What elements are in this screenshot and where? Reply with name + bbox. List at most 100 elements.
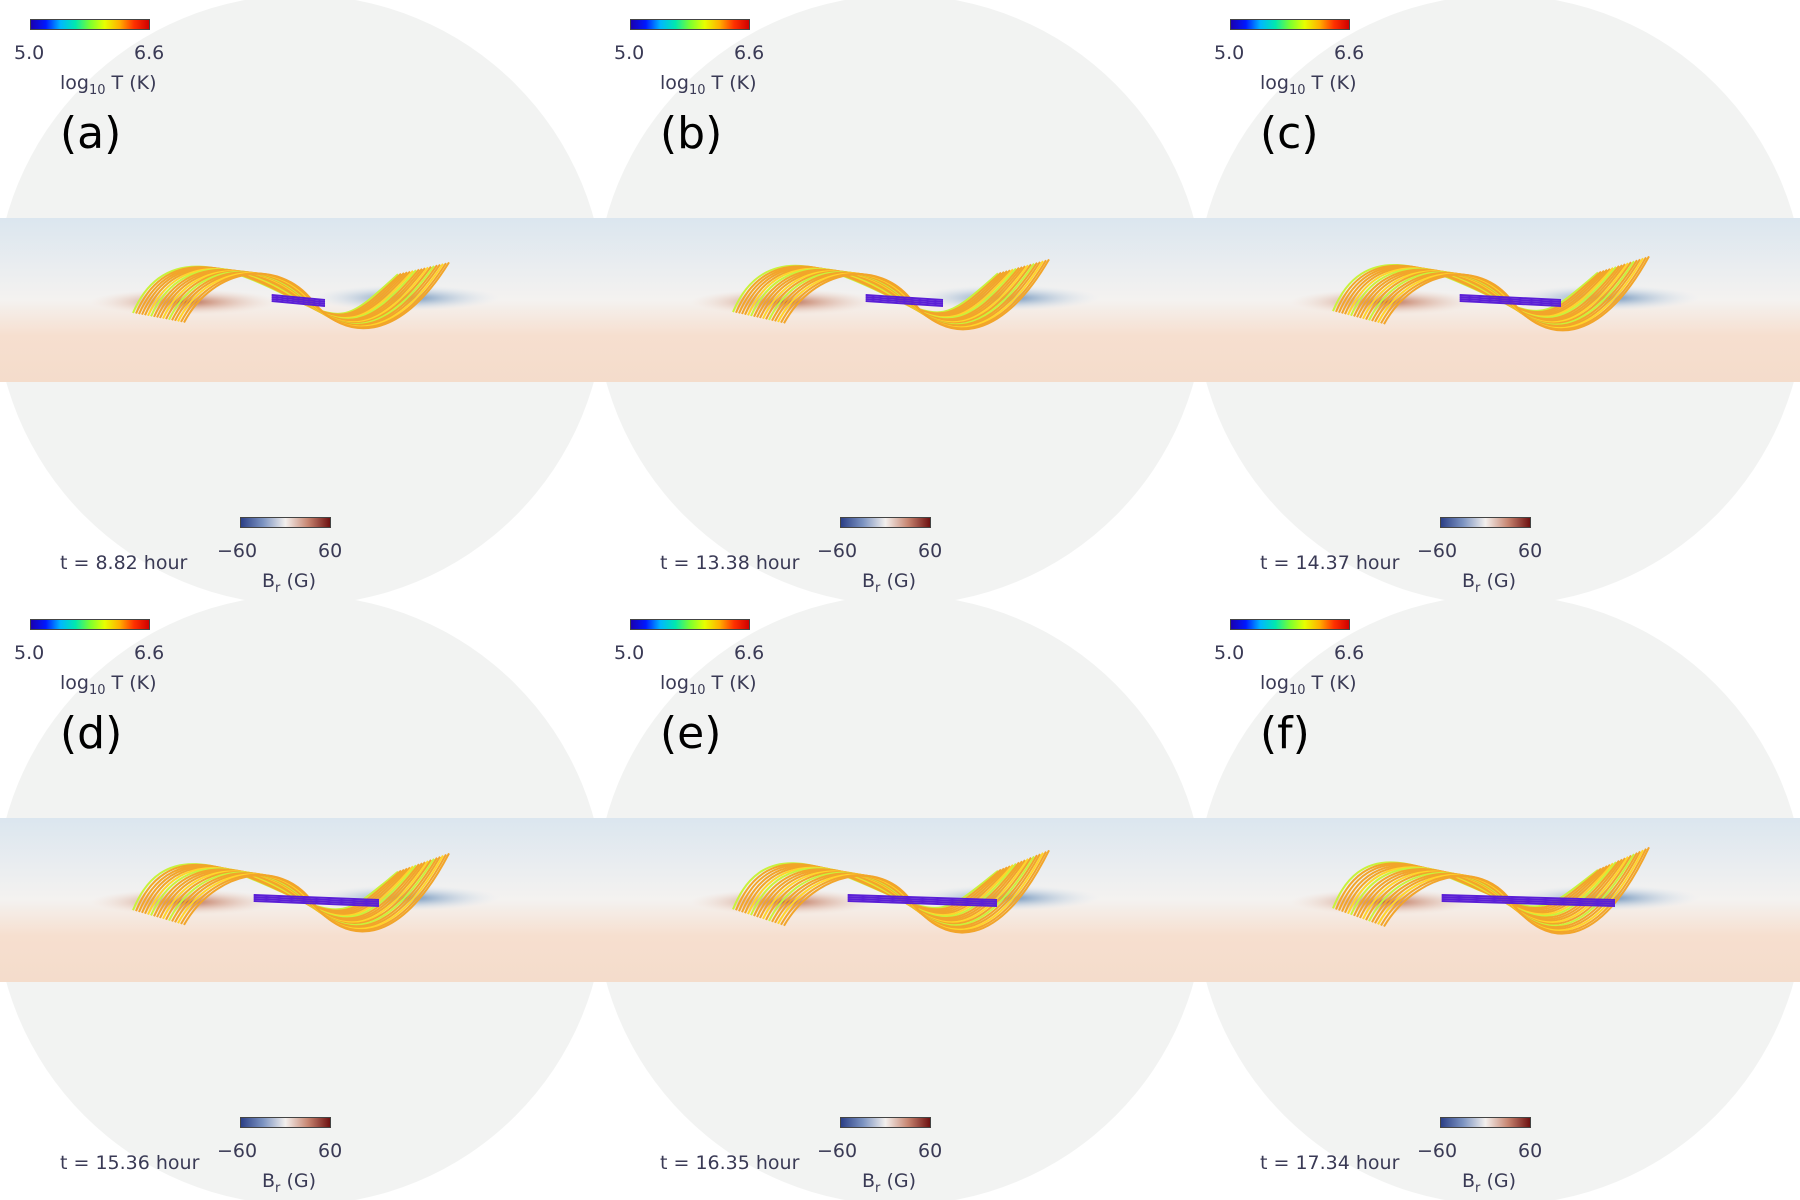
field-max-tick: 60 [918,540,943,562]
hot-core-strand [1441,894,1616,901]
temperature-colorbar [630,619,750,630]
temperature-min-tick: 5.0 [614,642,645,664]
temperature-colorbar-label: log10 T (K) [660,72,757,98]
hot-core-strand [1441,896,1616,903]
hot-core-strand [1459,296,1562,303]
temperature-min-tick: 5.0 [14,42,45,64]
temperature-min-tick: 5.0 [614,42,645,64]
simulation-panel: 5.0 6.6 log10 T (K) (b) t = 13.38 hour −… [600,0,1200,600]
temperature-max-tick: 6.6 [734,42,765,64]
temperature-colorbar-label: log10 T (K) [660,672,757,698]
panel-label: (d) [60,708,123,759]
time-label: t = 17.34 hour [1260,1152,1400,1174]
hot-core [271,294,326,307]
panel-label: (a) [60,108,122,159]
temperature-max-tick: 6.6 [134,642,165,664]
time-label: t = 14.37 hour [1260,552,1400,574]
hot-core-strand [1459,300,1562,307]
field-min-tick: −60 [817,540,858,562]
temperature-max-tick: 6.6 [1334,642,1365,664]
flux-rope-render [0,600,600,1200]
field-colorbar-label: Br (G) [862,570,916,596]
temperature-colorbar [1230,619,1350,630]
temperature-colorbar-label: log10 T (K) [1260,72,1357,98]
temperature-colorbar-label: log10 T (K) [1260,672,1357,698]
temperature-colorbar-label: log10 T (K) [60,672,157,698]
flux-rope-render [600,600,1200,1200]
flux-rope-render [1200,0,1800,600]
field-min-tick: −60 [1417,1140,1458,1162]
field-colorbar [1440,517,1531,528]
panel-label: (e) [660,708,722,759]
simulation-panel: 5.0 6.6 log10 T (K) (a) t = 8.82 hour −6… [0,0,600,600]
hot-core-strand [1441,900,1616,907]
hot-core [1441,894,1616,907]
hot-core-strand [271,296,326,303]
field-colorbar [840,1117,931,1128]
flux-rope-render [600,0,1200,600]
hot-core-strand [865,296,944,303]
hot-core-strand [865,300,944,307]
field-max-tick: 60 [918,1140,943,1162]
time-label: t = 15.36 hour [60,1152,200,1174]
field-min-tick: −60 [217,1140,258,1162]
field-colorbar-label: Br (G) [862,1170,916,1196]
panel-label: (b) [660,108,723,159]
simulation-panel: 5.0 6.6 log10 T (K) (c) t = 14.37 hour −… [1200,0,1800,600]
field-colorbar-label: Br (G) [1462,570,1516,596]
hot-core-strand [271,300,326,307]
simulation-panel: 5.0 6.6 log10 T (K) (d) t = 15.36 hour −… [0,600,600,1200]
hot-core-strand [1459,298,1562,305]
field-max-tick: 60 [1518,1140,1543,1162]
field-colorbar [840,517,931,528]
temperature-colorbar [30,619,150,630]
hot-core [253,894,380,907]
hot-core [847,894,998,907]
field-max-tick: 60 [318,540,343,562]
temperature-max-tick: 6.6 [134,42,165,64]
field-colorbar [1440,1117,1531,1128]
temperature-colorbar [1230,19,1350,30]
flux-rope-render [0,0,600,600]
time-label: t = 16.35 hour [660,1152,800,1174]
hot-core-strand [865,294,944,301]
temperature-colorbar [30,19,150,30]
panel-label: (c) [1260,108,1319,159]
hot-core-strand [253,896,380,903]
hot-core-strand [1459,294,1562,301]
time-label: t = 13.38 hour [660,552,800,574]
hot-core-strand [1441,898,1616,905]
hot-core-strand [271,294,326,301]
field-max-tick: 60 [318,1140,343,1162]
hot-core-strand [865,298,944,305]
field-colorbar [240,1117,331,1128]
hot-core [1459,294,1562,307]
field-colorbar-label: Br (G) [262,570,316,596]
hot-core-strand [847,894,998,901]
field-min-tick: −60 [817,1140,858,1162]
temperature-colorbar-label: log10 T (K) [60,72,157,98]
panel-label: (f) [1260,708,1310,759]
flux-rope-render [1200,600,1800,1200]
temperature-min-tick: 5.0 [1214,42,1245,64]
field-colorbar-label: Br (G) [1462,1170,1516,1196]
temperature-min-tick: 5.0 [1214,642,1245,664]
temperature-max-tick: 6.6 [734,642,765,664]
field-colorbar-label: Br (G) [262,1170,316,1196]
temperature-min-tick: 5.0 [14,642,45,664]
hot-core-strand [253,894,380,901]
time-label: t = 8.82 hour [60,552,188,574]
field-colorbar [240,517,331,528]
field-min-tick: −60 [1417,540,1458,562]
field-min-tick: −60 [217,540,258,562]
simulation-panel: 5.0 6.6 log10 T (K) (f) t = 17.34 hour −… [1200,600,1800,1200]
hot-core-strand [847,900,998,907]
hot-core-strand [253,898,380,905]
hot-core-strand [253,900,380,907]
simulation-panel: 5.0 6.6 log10 T (K) (e) t = 16.35 hour −… [600,600,1200,1200]
temperature-colorbar [630,19,750,30]
hot-core-strand [847,898,998,905]
hot-core [865,294,944,307]
hot-core-strand [847,896,998,903]
